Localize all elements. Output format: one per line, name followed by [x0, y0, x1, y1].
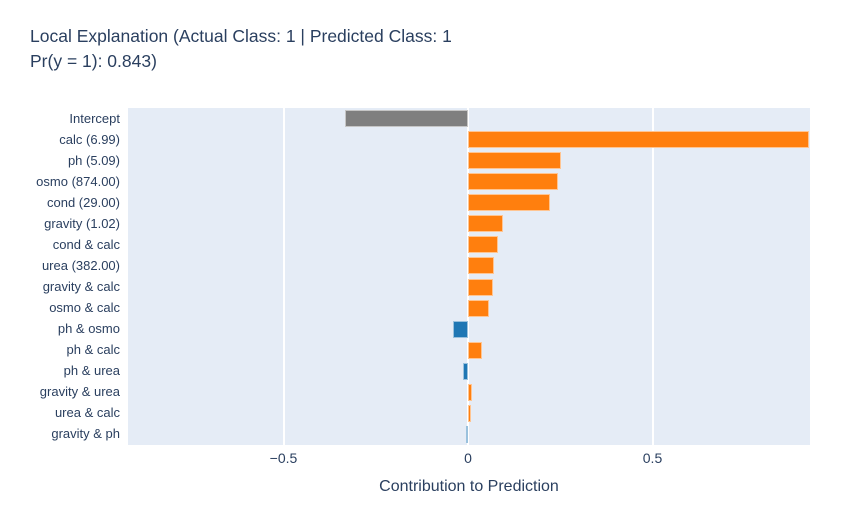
y-tick-label-calc-6-99: calc (6.99)	[59, 131, 120, 147]
x-axis-ticks: −0.5 0 0.5	[128, 449, 810, 469]
bar-ph-5-09[interactable]	[468, 152, 561, 170]
y-tick-label-osmo-calc: osmo & calc	[49, 300, 120, 316]
y-tick-label-osmo-874-00: osmo (874.00)	[36, 173, 120, 189]
x-tick-label--0.5: −0.5	[269, 450, 298, 466]
y-tick-label-ph-osmo: ph & osmo	[57, 321, 120, 337]
bar-ph-calc[interactable]	[468, 341, 483, 359]
y-tick-label-intercept: Intercept	[69, 110, 120, 126]
bar-ph-urea[interactable]	[462, 362, 468, 380]
y-tick-label-urea-382-00: urea (382.00)	[41, 257, 120, 273]
y-tick-label-cond-calc: cond & calc	[52, 236, 120, 252]
gridline-0.5	[651, 108, 654, 445]
x-tick-label-0: 0	[464, 450, 472, 466]
bar-cond-29-00[interactable]	[468, 194, 550, 212]
bar-gravity-ph[interactable]	[465, 425, 468, 443]
y-axis-labels: Intercept calc (6.99) ph (5.09) osmo (874.0…	[0, 108, 122, 445]
bar-calc-6-99[interactable]	[468, 131, 810, 149]
gridline--0.5	[282, 108, 285, 445]
y-tick-label-ph-calc: ph & calc	[66, 342, 120, 358]
bar-urea-382-00[interactable]	[468, 257, 494, 275]
x-axis-title: Contribution to Prediction	[379, 478, 559, 495]
chart-title-line2: Pr(y = 1): 0.843)	[30, 51, 157, 71]
y-tick-label-gravity-calc: gravity & calc	[42, 279, 120, 295]
bar-cond-calc[interactable]	[468, 236, 498, 254]
x-tick-label-0.5: 0.5	[642, 450, 663, 466]
bar-urea-calc[interactable]	[468, 404, 472, 422]
bar-gravity-urea[interactable]	[468, 383, 473, 401]
bar-intercept[interactable]	[345, 110, 468, 128]
y-tick-label-cond-29-00: cond (29.00)	[47, 194, 120, 210]
gridline-0	[467, 108, 469, 445]
bar-osmo-calc[interactable]	[468, 299, 490, 317]
chart-title-line1: Local Explanation (Actual Class: 1 | Pre…	[30, 26, 452, 46]
bar-osmo-874-00[interactable]	[468, 173, 559, 191]
y-tick-label-gravity-1-02: gravity (1.02)	[44, 215, 120, 231]
chart-title: Local Explanation (Actual Class: 1 | Pre…	[30, 24, 452, 74]
bar-ph-osmo[interactable]	[452, 320, 468, 338]
y-tick-label-gravity-ph: gravity & ph	[51, 426, 120, 442]
y-tick-label-gravity-urea: gravity & urea	[39, 384, 120, 400]
y-tick-label-ph-5-09: ph (5.09)	[67, 152, 120, 168]
bar-gravity-calc[interactable]	[468, 278, 494, 296]
y-tick-label-urea-calc: urea & calc	[54, 405, 120, 421]
plot-area[interactable]	[128, 108, 810, 445]
bar-gravity-1-02[interactable]	[468, 215, 504, 233]
y-tick-label-ph-urea: ph & urea	[63, 363, 120, 379]
